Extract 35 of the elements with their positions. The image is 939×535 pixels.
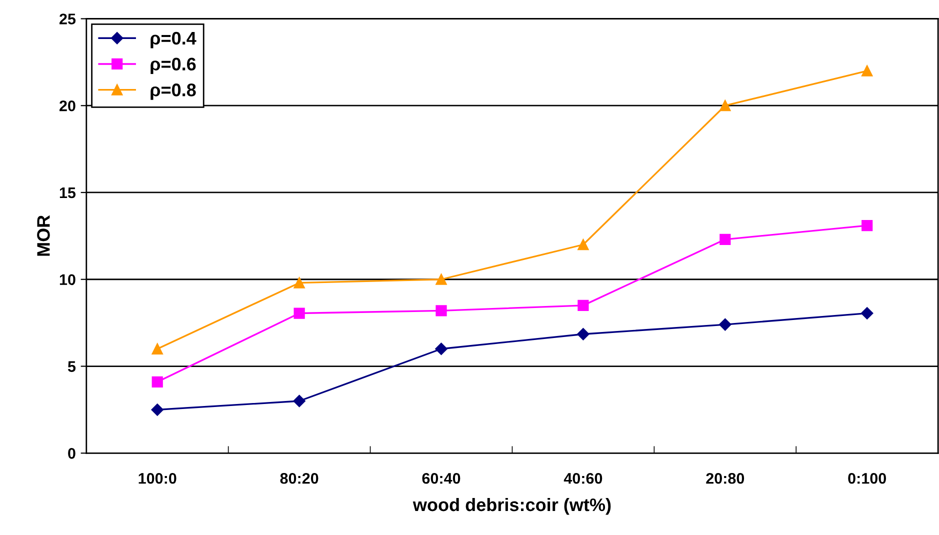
point (152, 376, 163, 388)
point (720, 100, 731, 112)
y-tick-label: 15 (60, 188, 76, 198)
point (577, 328, 590, 340)
y-tick-label: 0 (68, 448, 76, 459)
x-axis-title: wood debris:coir (wt%) (412, 498, 611, 515)
x-tick-label: 40:60 (564, 472, 602, 484)
point (152, 343, 163, 354)
point (436, 274, 447, 285)
y-tick-label: 25 (60, 14, 76, 24)
y-tick-label: 5 (68, 361, 76, 372)
point (294, 277, 305, 288)
point (578, 239, 589, 250)
point (436, 305, 447, 316)
point (720, 234, 731, 245)
y-tick-label: 20 (60, 100, 76, 112)
point (435, 342, 448, 355)
y-axis-title: MOR (37, 215, 50, 256)
point (578, 300, 589, 311)
legend-label: ρ=0.4 (150, 32, 196, 48)
point (860, 307, 874, 320)
legend-label: ρ=0.6 (150, 58, 196, 74)
y-tick-label: 10 (60, 274, 76, 286)
x-tick-label: 100:0 (138, 472, 176, 484)
x-tick-label: 0:100 (848, 472, 886, 484)
legend-label: ρ=0.8 (150, 84, 196, 100)
point (294, 308, 305, 319)
point (719, 318, 732, 331)
point (862, 65, 873, 76)
point (293, 394, 306, 408)
point (151, 404, 164, 416)
point (862, 220, 873, 232)
x-tick-label: 60:40 (422, 472, 460, 484)
x-tick-label: 80:20 (280, 472, 318, 484)
x-tick-label: 20:80 (706, 472, 744, 484)
